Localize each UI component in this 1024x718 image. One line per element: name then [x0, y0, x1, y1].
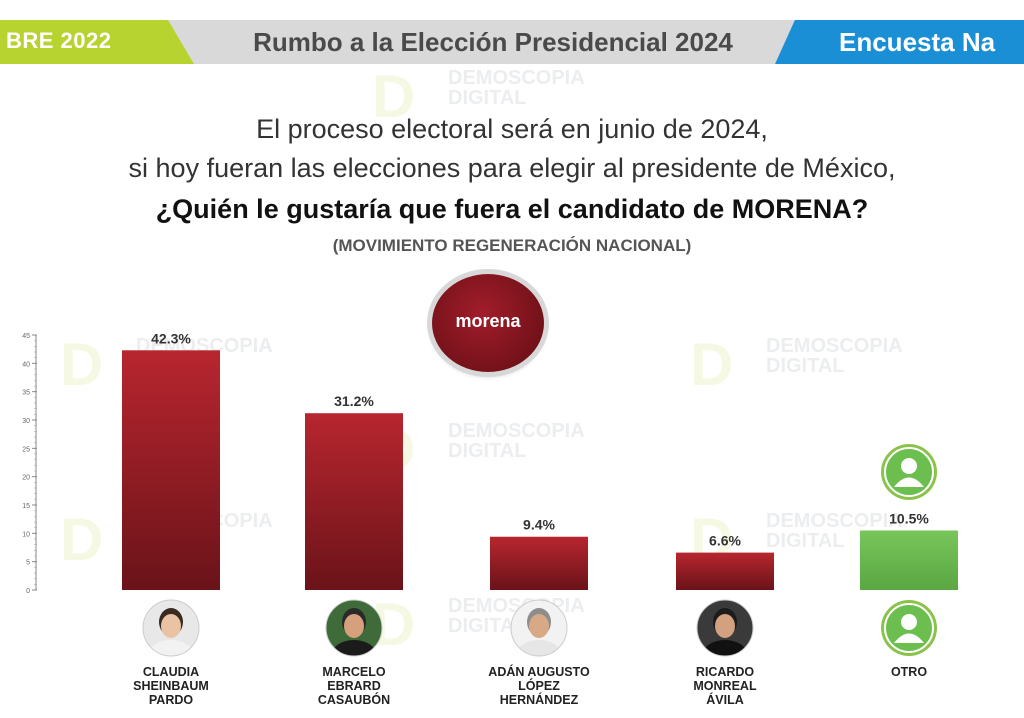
y-tick-label: 0 [26, 588, 30, 595]
y-tick-label: 5 [26, 560, 30, 567]
bar [860, 530, 958, 590]
question-line-4: (MOVIMIENTO REGENERACIÓN NACIONAL) [332, 236, 692, 255]
bar-value-label: 9.4% [523, 517, 555, 533]
y-tick-label: 40 [22, 361, 30, 368]
category-label-line: LÓPEZ [518, 679, 560, 693]
category-label-line: CASAUBÓN [317, 693, 391, 707]
y-tick-label: 35 [22, 390, 30, 397]
category-label: RICARDO MONREAL ÁVILA [645, 665, 805, 707]
watermark-text: DEMOSCOPIA DIGITAL [448, 67, 584, 109]
category-label: ADÁN AUGUSTO LÓPEZ HERNÁNDEZ [459, 665, 619, 707]
question-line-2: si hoy fueran las elecciones para elegir… [128, 153, 896, 183]
question-line-1: El proceso electoral será en junio de 20… [256, 114, 768, 144]
bar [490, 536, 588, 590]
header-survey-text: Encuesta Na [839, 27, 996, 57]
category-label-line: PARDO [148, 693, 194, 707]
category-label-line: OTRO [890, 665, 928, 679]
user-icon [881, 600, 937, 656]
header-title-tab: Rumbo a la Elección Presidencial 2024 [168, 20, 818, 64]
candidate-photo [510, 599, 568, 657]
bar-value-label: 10.5% [889, 511, 929, 527]
morena-logo-text: morena [455, 311, 521, 331]
y-tick-label: 20 [22, 475, 30, 482]
bar [305, 413, 403, 590]
bar-value-label: 42.3% [151, 330, 191, 346]
bar [122, 350, 220, 590]
category-label: CLAUDIA SHEINBAUM PARDO [91, 665, 251, 707]
bar [676, 552, 774, 590]
y-tick-label: 25 [22, 446, 30, 453]
y-tick-label: 15 [22, 503, 30, 510]
header-date-tab: BRE 2022 [0, 20, 200, 64]
morena-logo: morena [432, 274, 544, 372]
watermark-text: DEMOSCOPIA DIGITAL [766, 510, 902, 552]
category-label: MARCELO EBRARD CASAUBÓN [274, 665, 434, 707]
category-label-line: RICARDO [695, 665, 755, 679]
header-title: Rumbo a la Elección Presidencial 2024 [253, 27, 733, 57]
candidate-photo [696, 599, 754, 657]
y-tick-label: 45 [22, 333, 30, 340]
user-icon [881, 444, 937, 500]
category-label: OTRO [829, 665, 989, 679]
bar-value-label: 31.2% [334, 393, 374, 409]
category-label-line: EBRARD [327, 679, 381, 693]
candidate-photo [142, 599, 200, 657]
question-line-3: ¿Quién le gustaría que fuera el candidat… [155, 194, 869, 224]
candidate-photo [325, 599, 383, 657]
y-tick-label: 30 [22, 418, 30, 425]
category-label-line: SHEINBAUM [133, 679, 209, 693]
header-date-text: BRE 2022 [6, 28, 112, 53]
category-label-line: CLAUDIA [142, 665, 200, 679]
category-label-line: HERNÁNDEZ [499, 693, 579, 707]
watermark-text: DEMOSCOPIA DIGITAL [448, 420, 584, 462]
category-label-line: ÁVILA [706, 693, 744, 707]
category-label-line: ADÁN AUGUSTO [488, 665, 590, 679]
header-band: BRE 2022 Rumbo a la Elección Presidencia… [0, 20, 1024, 64]
category-label-line: MONREAL [693, 679, 757, 693]
category-label-line: MARCELO [322, 665, 386, 679]
bar-value-label: 6.6% [709, 533, 741, 549]
header-survey-tab: Encuesta Na [775, 20, 1024, 64]
y-tick-label: 10 [22, 531, 30, 538]
watermark-text: DEMOSCOPIA DIGITAL [766, 335, 902, 377]
